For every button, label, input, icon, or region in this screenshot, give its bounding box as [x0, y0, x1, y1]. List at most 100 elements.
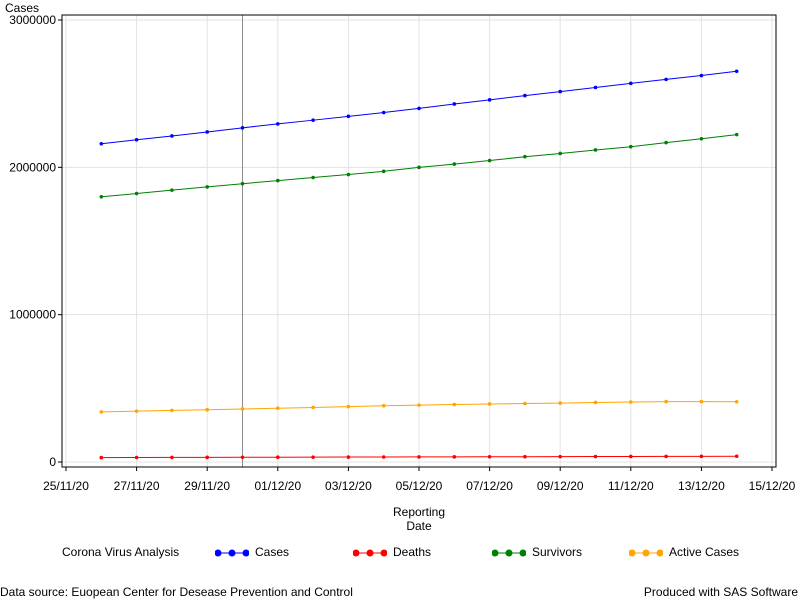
y-tick-label: 1000000: [9, 308, 56, 322]
data-point-active-cases: [664, 399, 668, 404]
data-point-survivors: [311, 175, 315, 180]
data-point-survivors: [240, 181, 245, 186]
x-tick-label: 01/12/20: [254, 479, 301, 493]
data-point-survivors: [381, 169, 386, 174]
data-point-active-cases: [99, 410, 104, 414]
data-point-cases: [699, 73, 704, 78]
x-tick-label: 03/12/20: [325, 479, 372, 493]
data-point-cases: [276, 122, 280, 126]
data-point-active-cases: [417, 403, 421, 407]
x-tick-label: 25/11/20: [43, 479, 89, 493]
data-point-survivors: [134, 191, 139, 196]
data-point-deaths: [734, 454, 739, 459]
line-chart: 0 1000000 2000000 3000000 25/11/20 27/11/20 29…: [5, 1, 796, 533]
legend-label-cases: Cases: [255, 545, 290, 559]
x-tick-label: 29/11/20: [184, 479, 230, 493]
data-point-deaths: [487, 454, 492, 459]
data-point-survivors: [523, 154, 527, 159]
data-point-survivors: [593, 148, 598, 152]
data-point-deaths: [558, 454, 562, 459]
data-point-deaths: [99, 455, 104, 460]
data-point-cases: [346, 114, 351, 119]
legend-marker-survivors: [491, 549, 527, 557]
x-tick-label: 05/12/20: [396, 479, 443, 493]
data-point-cases: [734, 69, 739, 74]
x-tick-label: 13/12/20: [678, 479, 725, 493]
y-tick-label: 2000000: [9, 160, 56, 174]
data-point-active-cases: [311, 405, 315, 410]
x-tick-label: 27/11/20: [114, 479, 160, 493]
legend-title: Corona Virus Analysis: [62, 545, 180, 559]
data-point-survivors: [629, 144, 633, 149]
legend-item-deaths: Deaths: [352, 545, 432, 559]
data-point-cases: [487, 98, 492, 102]
data-point-cases: [523, 93, 527, 98]
data-point-deaths: [629, 454, 633, 459]
data-point-survivors: [664, 140, 668, 145]
data-point-deaths: [381, 455, 386, 459]
y-tick-label: 3000000: [9, 13, 56, 27]
data-point-survivors: [205, 185, 209, 189]
data-point-deaths: [417, 455, 421, 459]
series-group: [99, 69, 739, 460]
data-point-active-cases: [558, 401, 562, 405]
y-axis-label: Cases: [5, 1, 39, 15]
data-point-active-cases: [699, 399, 704, 404]
x-tick-label: 07/12/20: [466, 479, 513, 493]
data-point-survivors: [276, 178, 280, 183]
data-point-cases: [240, 126, 245, 130]
data-point-active-cases: [134, 409, 139, 413]
data-point-active-cases: [170, 408, 174, 413]
data-point-survivors: [346, 172, 351, 177]
data-point-cases: [417, 106, 421, 111]
legend-marker-cases: [214, 549, 250, 557]
data-point-deaths: [276, 455, 280, 460]
data-point-active-cases: [452, 402, 457, 407]
legend-marker-active-cases: [628, 549, 664, 557]
legend-marker-deaths: [352, 549, 388, 557]
data-point-active-cases: [734, 399, 739, 404]
data-point-deaths: [664, 454, 668, 459]
data-point-deaths: [523, 454, 527, 459]
legend-item-active-cases: Active Cases: [628, 545, 740, 559]
data-point-survivors: [170, 188, 174, 192]
data-point-active-cases: [276, 406, 280, 411]
data-point-active-cases: [629, 400, 633, 404]
x-tick-label: 09/12/20: [537, 479, 584, 493]
data-point-cases: [593, 85, 598, 90]
data-source-footnote: Data source: Euopean Center for Desease …: [0, 585, 353, 599]
data-point-survivors: [417, 165, 421, 170]
software-footnote: Produced with SAS Software: [643, 585, 798, 599]
data-point-cases: [558, 89, 562, 94]
data-point-cases: [170, 134, 174, 138]
axes: 0 1000000 2000000 3000000 25/11/20 27/11/20 29…: [5, 1, 796, 533]
y-tick-label: 0: [49, 455, 56, 469]
data-point-deaths: [311, 455, 315, 459]
data-point-active-cases: [346, 404, 351, 409]
data-point-active-cases: [523, 401, 527, 406]
legend-item-survivors: Survivors: [491, 545, 582, 559]
data-point-deaths: [593, 454, 598, 459]
data-point-cases: [99, 141, 104, 146]
data-point-cases: [205, 130, 209, 134]
data-point-deaths: [134, 455, 139, 460]
data-point-cases: [311, 118, 315, 122]
data-point-deaths: [205, 455, 209, 460]
data-point-survivors: [487, 158, 492, 163]
data-point-deaths: [240, 455, 245, 460]
x-tick-label: 15/12/20: [749, 479, 796, 493]
grid: [62, 15, 776, 467]
x-tick-label: 11/12/20: [608, 479, 654, 493]
data-point-active-cases: [593, 400, 598, 405]
data-point-survivors: [699, 136, 704, 141]
legend-label-deaths: Deaths: [393, 545, 432, 559]
data-point-active-cases: [205, 407, 209, 412]
data-point-cases: [381, 110, 386, 115]
data-point-survivors: [558, 151, 562, 156]
data-point-active-cases: [240, 407, 245, 411]
data-point-cases: [452, 102, 457, 106]
legend-label-active-cases: Active Cases: [669, 545, 740, 559]
data-point-cases: [134, 137, 139, 142]
data-point-active-cases: [487, 402, 492, 406]
data-point-survivors: [452, 162, 457, 166]
